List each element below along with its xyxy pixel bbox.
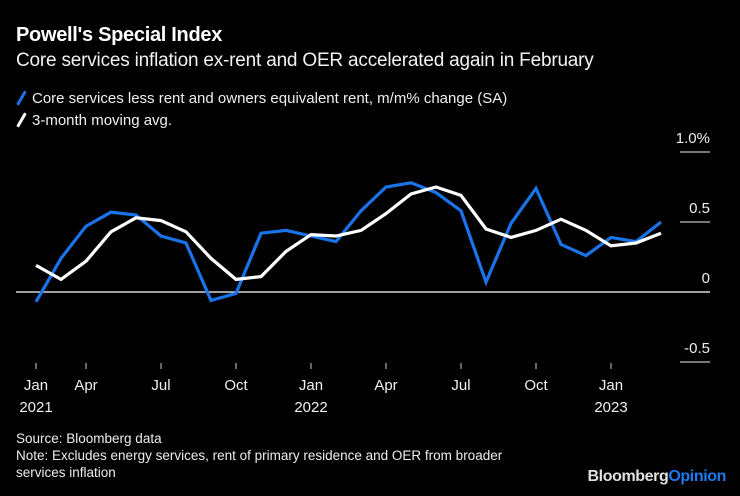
footnote-line-1: Note: Excludes energy services, rent of …: [16, 448, 503, 463]
chart-subtitle: Core services inflation ex-rent and OER …: [16, 50, 594, 71]
legend-item-core-services: Core services less rent and owners equiv…: [16, 87, 507, 109]
brand-bloomberg: Bloomberg: [587, 468, 669, 485]
source-note: Source: Bloomberg data: [16, 431, 162, 446]
legend: Core services less rent and owners equiv…: [16, 87, 507, 131]
footnote-line-2: services inflation: [16, 465, 116, 480]
y-tick-label: -0.5: [684, 340, 710, 357]
bloomberg-opinion-logo: BloombergOpinion: [588, 468, 727, 486]
series-line-moving-avg: [35, 185, 662, 282]
x-tick-year-label: 2023: [594, 399, 627, 416]
chart-title: Powell's Special Index: [16, 24, 223, 46]
x-tick-label: Jan: [299, 377, 323, 394]
x-tick-label: Oct: [224, 377, 248, 394]
series-line-core-services: [34, 181, 662, 303]
x-tick-label: Jul: [451, 377, 470, 394]
legend-label-moving-avg: 3-month moving avg.: [32, 111, 173, 129]
legend-label-core-services: Core services less rent and owners equiv…: [32, 89, 508, 107]
x-tick-label: Jan: [599, 377, 623, 394]
y-tick-label: 0: [702, 270, 710, 287]
y-tick-label: 0.5: [689, 200, 710, 217]
x-tick-label: Apr: [374, 377, 397, 394]
brand-opinion: Opinion: [668, 468, 726, 485]
x-tick-label: Oct: [524, 377, 548, 394]
y-tick-label: 1.0%: [676, 130, 710, 147]
x-tick-year-label: 2022: [294, 399, 327, 416]
x-tick-year-label: 2021: [19, 399, 52, 416]
x-tick-label: Jan: [24, 377, 48, 394]
x-tick-label: Apr: [74, 377, 97, 394]
footer: Source: Bloomberg data Note: Excludes en…: [16, 430, 502, 481]
legend-item-moving-avg: 3-month moving avg.: [16, 109, 507, 131]
x-tick-label: Jul: [151, 377, 170, 394]
